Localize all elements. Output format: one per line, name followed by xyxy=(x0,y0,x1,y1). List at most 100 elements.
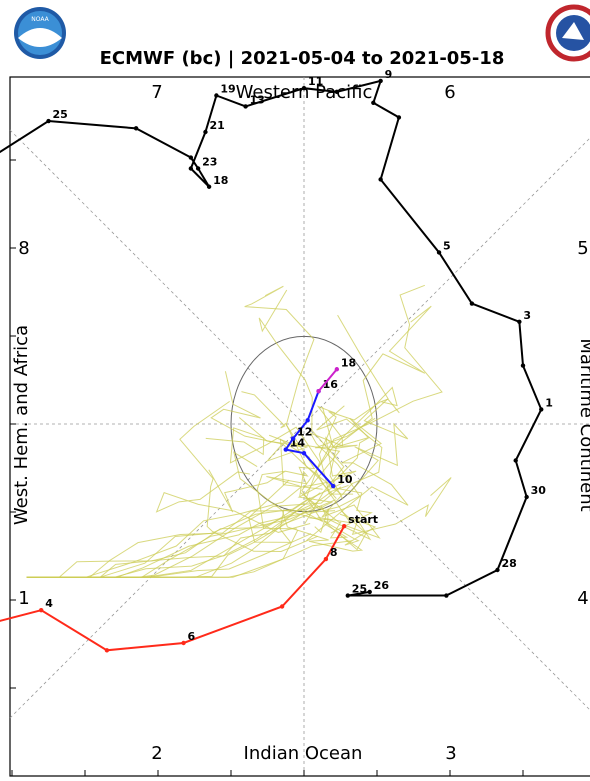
observed-track: 31292725231821191311953130282526 xyxy=(0,68,553,598)
ensemble-line xyxy=(337,314,409,492)
forecast-mean-point xyxy=(341,524,347,529)
observed-point xyxy=(367,589,372,595)
observed-point xyxy=(243,104,248,109)
ensemble-line xyxy=(309,477,452,541)
observed-point-label: 28 xyxy=(501,557,516,570)
observed-point xyxy=(524,494,529,500)
forecast-mean-point-label: 8 xyxy=(330,546,338,559)
observed-point-label: 11 xyxy=(308,75,323,88)
plot-frame xyxy=(9,76,590,777)
observed-point xyxy=(495,567,500,573)
observed-point xyxy=(301,86,307,91)
forecast-mean-point-label: 6 xyxy=(188,630,196,643)
ensemble-line xyxy=(26,486,342,578)
observed-point xyxy=(520,363,526,368)
observed-point xyxy=(371,100,376,106)
ensemble-line xyxy=(268,434,341,510)
recent-magenta-point-label: 18 xyxy=(341,356,356,369)
ensemble-line xyxy=(258,289,345,524)
ensemble-line xyxy=(208,469,297,530)
observed-point xyxy=(188,155,194,160)
observed-point xyxy=(539,407,544,412)
ensemble-line xyxy=(205,426,321,500)
recent-blue-point xyxy=(331,483,336,489)
forecast-mean-point xyxy=(181,640,186,646)
phase-label-5: 5 xyxy=(577,238,588,259)
observed-point xyxy=(188,166,194,171)
ensemble-line xyxy=(155,471,311,533)
ensemble-line xyxy=(306,418,409,542)
recent-blue-point-label: 12 xyxy=(297,426,312,439)
phase-label-3: 3 xyxy=(445,743,456,764)
forecast-mean-point xyxy=(104,648,110,653)
chart-title: ECMWF (bc) | 2021-05-04 to 2021-05-18 xyxy=(100,48,505,69)
observed-point xyxy=(133,126,139,131)
observed-point-label: 3 xyxy=(523,309,531,322)
observed-point xyxy=(46,118,51,124)
region-maritime-continent: Maritime Continent xyxy=(576,338,590,511)
recent-magenta-line xyxy=(317,368,338,392)
phase-label-7: 7 xyxy=(151,82,162,103)
noaa-logo-text: NOAA xyxy=(31,16,49,23)
diagonal-1 xyxy=(9,129,590,711)
ensemble-line xyxy=(324,510,377,551)
forecast-mean-point-label: start xyxy=(348,513,378,526)
observed-point xyxy=(334,89,340,95)
forecast-mean-line xyxy=(0,525,346,652)
phase-label-4: 4 xyxy=(577,588,588,609)
ensemble-line xyxy=(302,417,376,488)
observed-point-label: 19 xyxy=(220,83,235,96)
recent-magenta-point xyxy=(316,388,321,394)
ensemble-line xyxy=(238,417,323,490)
phase-label-1: 1 xyxy=(18,588,29,609)
observed-point-label: 21 xyxy=(209,119,224,132)
noaa-logo: NOAA xyxy=(14,7,66,59)
observed-point xyxy=(206,184,212,189)
observed-point xyxy=(203,129,208,135)
observed-point xyxy=(513,458,518,463)
recent-blue-point xyxy=(305,418,310,423)
ensemble-line xyxy=(179,400,318,553)
phase-label-6: 6 xyxy=(444,82,455,103)
observed-line xyxy=(0,79,543,597)
observed-point xyxy=(396,115,402,120)
observed-point xyxy=(517,319,522,324)
ensemble-line xyxy=(329,305,432,500)
observed-point xyxy=(436,250,442,255)
forecast-mean-point xyxy=(279,604,285,609)
observed-point-label: 18 xyxy=(213,174,228,187)
region-west-hem-africa: West. Hem. and Africa xyxy=(11,325,32,525)
recent-blue-line xyxy=(284,390,334,487)
forecast-mean-point xyxy=(39,607,44,613)
observed-point xyxy=(195,166,201,171)
diagonal-2 xyxy=(9,137,590,719)
ensemble-line xyxy=(26,482,343,578)
ensemble-line xyxy=(40,510,336,578)
recent-blue-point xyxy=(283,447,288,452)
ensemble-line xyxy=(233,451,364,552)
recent-blue-point xyxy=(301,451,307,456)
observed-point xyxy=(378,78,383,84)
ensemble-members xyxy=(26,284,452,578)
region-indian-ocean: Indian Ocean xyxy=(244,743,363,764)
region-western-pacific: Western Pacific xyxy=(236,82,373,103)
ensemble-line xyxy=(316,405,383,539)
observed-point-label: 26 xyxy=(374,579,390,592)
ensemble-line xyxy=(26,504,312,578)
recent-magenta-point xyxy=(334,367,340,372)
observed-point-label: 1 xyxy=(545,396,553,409)
recent-blue-point-label: 10 xyxy=(337,473,353,486)
phase-label-8: 8 xyxy=(18,238,29,259)
observed-point-label: 5 xyxy=(443,239,451,252)
phase-label-2: 2 xyxy=(151,743,162,764)
forecast-mean-point-label: 4 xyxy=(45,597,53,610)
observed-point xyxy=(378,177,383,182)
nws-logo xyxy=(545,4,590,62)
observed-point xyxy=(214,93,219,98)
ensemble-line xyxy=(318,398,400,495)
phase-labels: 7 6 8 5 1 4 2 3 Western Pacific Indian O… xyxy=(11,82,590,764)
observed-point-label: 13 xyxy=(250,93,265,106)
ensemble-line xyxy=(309,405,361,512)
